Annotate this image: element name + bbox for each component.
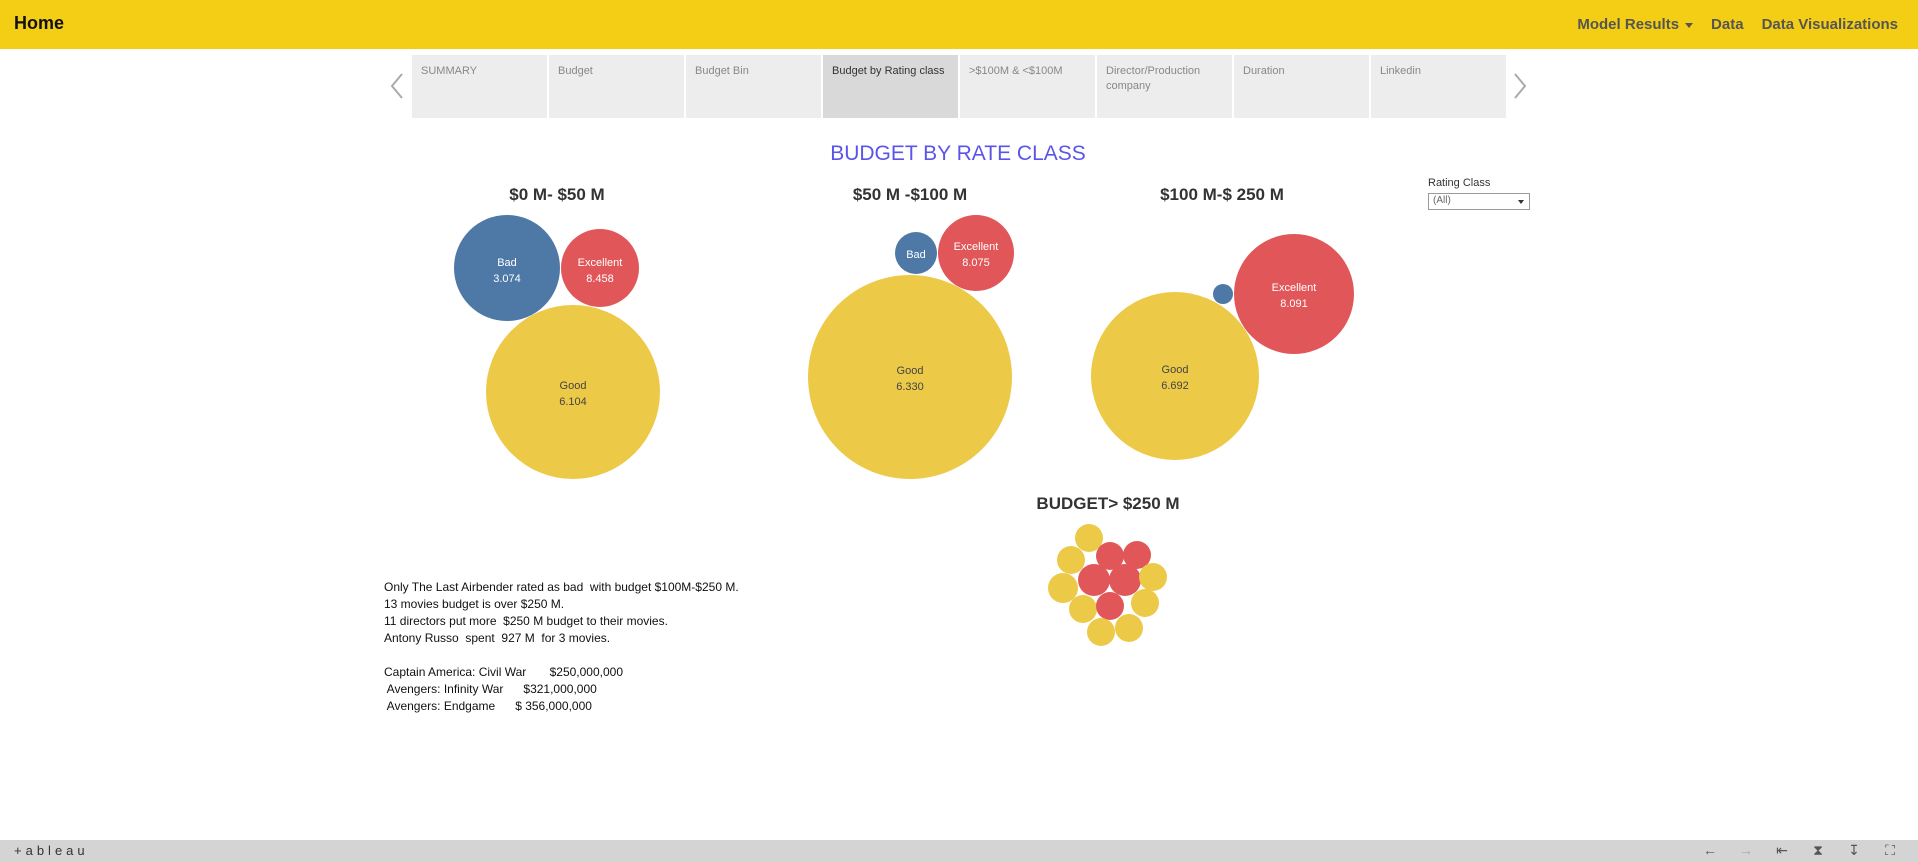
bubble-label-good-100-250m: Good [1162,364,1189,376]
redo-icon[interactable]: → [1739,842,1753,858]
tab-budget-bin[interactable]: Budget Bin [686,55,821,118]
data-link[interactable]: Data [1711,16,1744,33]
fullscreen-icon[interactable]: ⛶ [1885,842,1895,858]
nav-links: Model Results Data Data Visualizations [1559,16,1898,33]
bubble-label-good-50-100m: Good [897,365,924,377]
bubble-good-over-250m[interactable] [1048,573,1078,603]
rating-class-filter[interactable]: (All) [1428,193,1530,210]
bubble-excellent-over-250m[interactable] [1109,564,1141,596]
bubble-bad-50-100m[interactable] [895,232,937,274]
tab-summary[interactable]: SUMMARY [412,55,547,118]
note-line: Only The Last Airbender rated as bad wit… [384,580,739,594]
bubble-label-bad-0-50m: Bad [497,257,517,269]
bubble-excellent-over-250m[interactable] [1096,542,1124,570]
home-link[interactable]: Home [14,13,65,33]
bubble-good-0-50m[interactable] [486,305,660,479]
chart-title-0-50m: $0 M- $50 M [509,185,605,204]
bubble-excellent-50-100m[interactable] [938,215,1014,291]
bubble-excellent-over-250m[interactable] [1078,564,1110,596]
note-line: 11 directors put more $250 M budget to t… [384,614,668,628]
bubble-excellent-100-250m[interactable] [1234,234,1354,354]
note-line [384,647,739,664]
bubble-charts: Bad 3.074 Excellent 8.458 Good 6.104 Bad… [454,215,1354,646]
chart-title-100-250m: $100 M-$ 250 M [1160,185,1284,204]
bubble-excellent-over-250m[interactable] [1123,541,1151,569]
chart-title-50-100m: $50 M -$100 M [852,185,968,204]
share-icon[interactable]: ⧗ [1813,842,1823,858]
bubble-value-excellent-50-100m: 8.075 [962,257,990,269]
tab-director-production-company[interactable]: Director/Production company [1097,55,1232,118]
bubble-label-excellent-0-50m: Excellent [578,257,623,269]
undo-icon[interactable]: ← [1703,842,1717,858]
bubble-good-over-250m[interactable] [1069,595,1097,623]
bubble-good-over-250m[interactable] [1115,614,1143,642]
bubble-label-excellent-100-250m: Excellent [1272,282,1317,294]
model-results-dropdown[interactable]: Model Results [1577,16,1694,33]
bubble-label-good-0-50m: Good [560,380,587,392]
note-line: Avengers: Infinity War $321,000,000 [384,682,597,696]
tab-linkedin[interactable]: Linkedin [1371,55,1506,118]
revert-icon[interactable]: ⇤ [1776,842,1788,858]
bubble-value-excellent-100-250m: 8.091 [1280,298,1308,310]
bubble-value-good-50-100m: 6.330 [896,381,924,393]
bubble-value-good-0-50m: 6.104 [559,396,587,408]
dashboard-title: BUDGET BY RATE CLASS [830,142,1086,165]
tab-budget-by-rating-class[interactable]: Budget by Rating class [823,55,958,118]
download-icon[interactable]: ↧ [1848,842,1860,858]
rating-class-filter-label: Rating Class [1428,177,1491,189]
chart-title-over-250m: BUDGET> $250 M [1036,494,1180,513]
bubble-value-good-100-250m: 6.692 [1161,380,1189,392]
chevron-down-icon [1685,22,1694,28]
tab-budget[interactable]: Budget [549,55,684,118]
bubble-bad-0-50m[interactable] [454,215,560,321]
note-line: Captain America: Civil War $250,000,000 [384,665,624,679]
top-navbar: Home Model Results Data Data Visualizati… [0,0,1918,49]
model-results-label: Model Results [1577,16,1680,33]
tab-next-arrow-icon[interactable] [1510,68,1530,104]
chevron-down-icon [1518,200,1524,204]
tableau-logo: +ableau [14,843,89,858]
rating-class-filter-value: (All) [1433,195,1451,206]
tab-100m-split[interactable]: >$100M & <$100M [960,55,1095,118]
footer-toolbar: ← → ⇤ ⧗ ↧ ⛶ [1692,842,1908,859]
bubble-excellent-over-250m[interactable] [1096,592,1124,620]
bubble-good-over-250m[interactable] [1057,546,1085,574]
bubble-good-50-100m[interactable] [808,275,1012,479]
bubble-label-excellent-50-100m: Excellent [954,241,999,253]
bubble-label-bad-50-100m: Bad [906,249,926,261]
data-visualizations-link[interactable]: Data Visualizations [1761,16,1898,33]
bubble-good-100-250m[interactable] [1091,292,1259,460]
tableau-footer: +ableau ← → ⇤ ⧗ ↧ ⛶ [0,840,1918,862]
note-line: Avengers: Endgame $ 356,000,000 [384,699,592,713]
bubble-good-over-250m[interactable] [1087,618,1115,646]
bubble-value-excellent-0-50m: 8.458 [586,273,614,285]
tab-prev-arrow-icon[interactable] [387,68,407,104]
bubble-excellent-0-50m[interactable] [561,229,639,307]
note-line: Antony Russo spent 927 M for 3 movies. [384,631,611,645]
note-line: 13 movies budget is over $250 M. [384,597,565,611]
bubble-good-over-250m[interactable] [1139,563,1167,591]
bubble-value-bad-0-50m: 3.074 [493,273,521,285]
bubble-good-over-250m[interactable] [1075,524,1103,552]
tab-duration[interactable]: Duration [1234,55,1369,118]
bubble-bad-100-250m[interactable] [1213,284,1233,304]
insights-text: Only The Last Airbender rated as bad wit… [384,579,739,715]
bubble-good-over-250m[interactable] [1131,589,1159,617]
